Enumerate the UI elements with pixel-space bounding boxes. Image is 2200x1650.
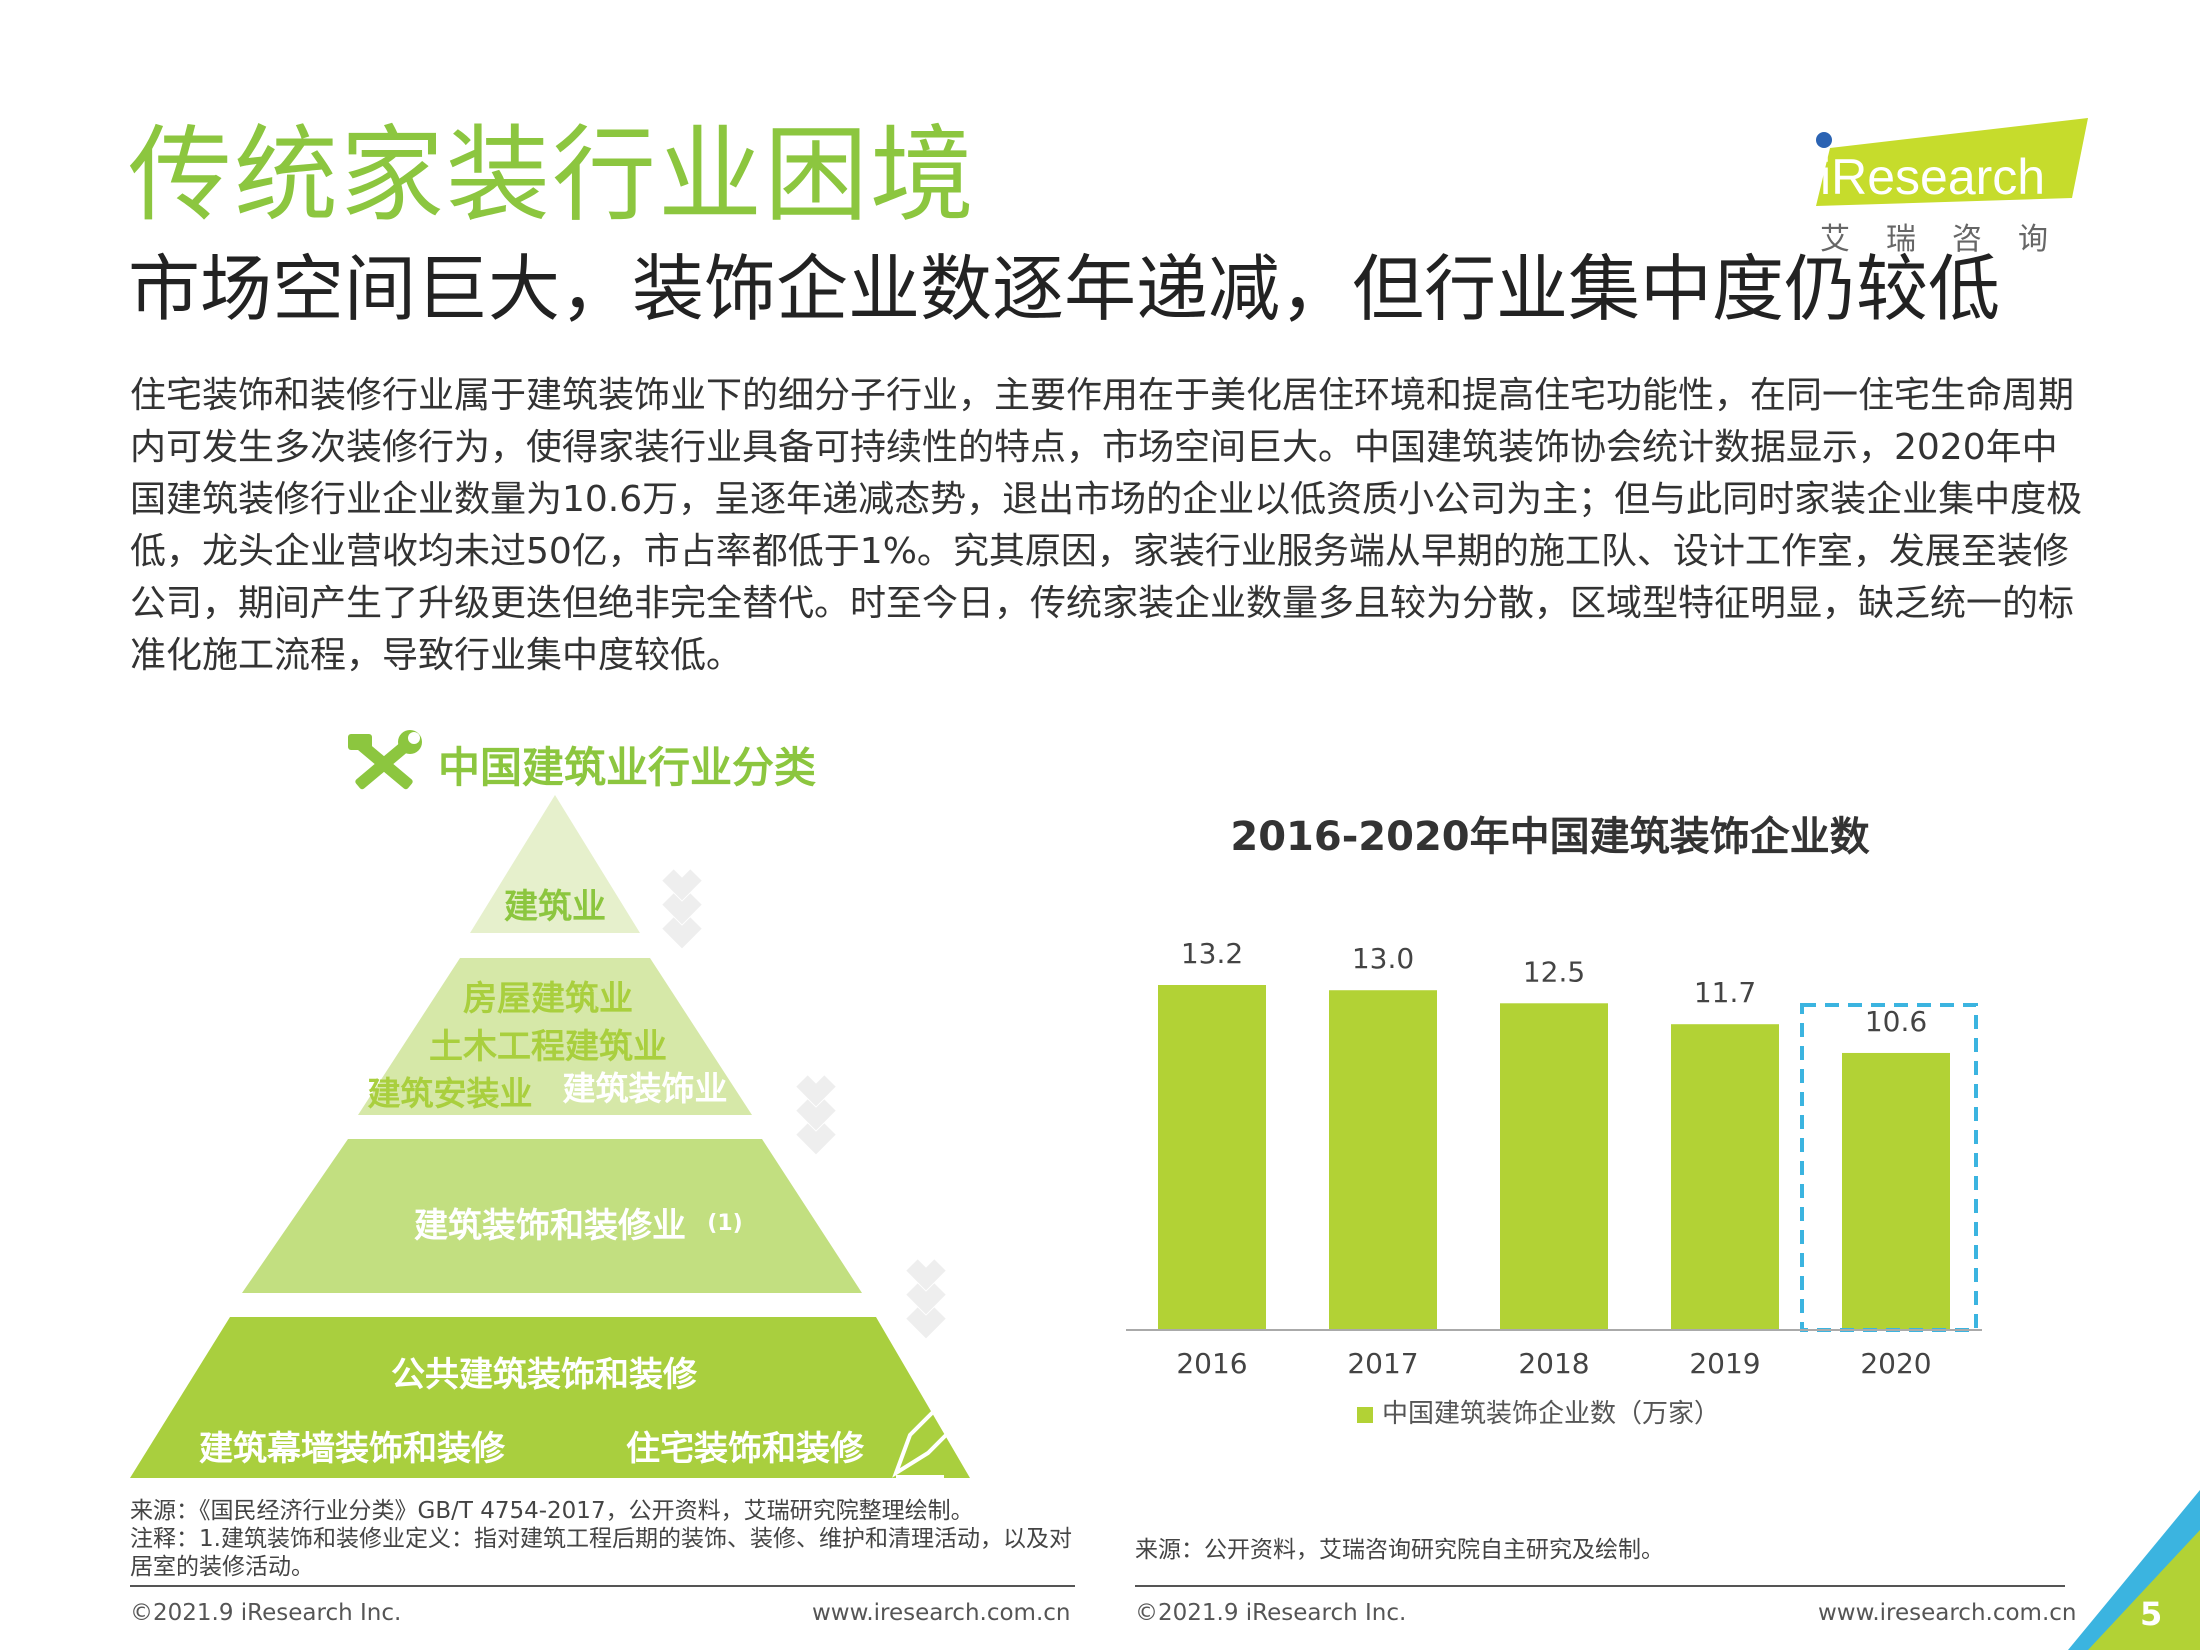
x-tick-2016: 2016 [1176,1347,1247,1380]
legend-swatch [1357,1407,1373,1423]
level2-line2: 土木工程建筑业 [429,1027,667,1067]
level2-line1: 房屋建筑业 [463,979,633,1019]
pyramid-level-3 [242,1139,862,1293]
bars-layer: 13.2 2016 13.0 2017 12.5 2018 11.7 2019 10.6 2020 [1158,937,1978,1380]
pyramid-title: 中国建筑业行业分类 [438,743,817,792]
pyramid-level-2 [358,958,752,1115]
footer-divider-left [130,1585,1075,1587]
footer-copyright-left: ©2021.9 iResearch Inc. [130,1600,402,1626]
right-source: 来源：公开资料，艾瑞咨询研究院自主研究及绘制。 [1135,1537,1664,1563]
value-label-2020: 10.6 [1865,1005,1927,1038]
legend: 中国建筑装饰企业数（万家） [1357,1399,1720,1429]
level4-right: 住宅装饰和装修 [626,1429,865,1469]
tools-icon [348,730,422,790]
level3-label: 建筑装饰和装修业 [414,1206,686,1246]
level4-left: 建筑幕墙装饰和装修 [199,1429,506,1469]
enterprise-bar-chart: 2016-2020年中国建筑装饰企业数 13.2 2016 13.0 2017 12.5… [1126,815,1982,1429]
footer-url-right[interactable]: www.iresearch.com.cn [1818,1600,2077,1626]
pyramid-level-1 [470,795,640,933]
x-tick-2020: 2020 [1860,1347,1931,1380]
value-label-2019: 11.7 [1694,976,1756,1009]
value-label-2016: 13.2 [1181,937,1243,970]
x-tick-2017: 2017 [1347,1347,1418,1380]
level4-top: 公共建筑装饰和装修 [391,1355,698,1395]
pencil-icon [892,1396,967,1479]
footer-divider-right [1135,1585,2065,1587]
chevron-down-icon [662,869,946,1339]
level2-right: 建筑装饰业 [563,1069,728,1108]
x-tick-2019: 2019 [1689,1347,1760,1380]
bar-2017 [1329,990,1437,1330]
level2-left: 建筑安装业 [368,1074,533,1113]
industry-pyramid: 建筑业 房屋建筑业 土木工程建筑业 建筑安装业 建筑装饰业 建筑装饰和装修业 (… [130,795,970,1479]
legend-label: 中国建筑装饰企业数（万家） [1382,1399,1720,1429]
value-label-2018: 12.5 [1523,955,1585,988]
left-source: 来源：《国民经济行业分类》GB/T 4754-2017，公开资料，艾瑞研究院整理… [130,1498,974,1524]
bar-2018 [1500,1003,1608,1330]
footer-url-left[interactable]: www.iresearch.com.cn [812,1600,1071,1626]
bar-2019 [1671,1024,1779,1330]
intro-paragraph: 住宅装饰和装修行业属于建筑装饰业下的细分子行业，主要作用在于美化居住环境和提高住… [130,375,2083,676]
chart-title: 2016-2020年中国建筑装饰企业数 [1230,815,1869,860]
page-subtitle: 市场空间巨大，装饰企业数逐年递减，但行业集中度仍较低 [128,247,2001,331]
bar-2020 [1842,1052,1950,1330]
iresearch-logo: iResearch [1816,118,2088,206]
page-title: 传统家装行业困境 [128,114,977,236]
value-label-2017: 13.0 [1352,942,1414,975]
pyramid-level-4 [130,1317,970,1478]
bar-2016 [1158,985,1266,1330]
logo-cn-text: 艾瑞咨询 [1820,222,2084,257]
page-number: 5 [2140,1595,2163,1633]
footer-copyright-right: ©2021.9 iResearch Inc. [1135,1600,1407,1626]
logo-brand: iResearch [1820,149,2045,205]
left-note: 注释：1.建筑装饰和装修业定义：指对建筑工程后期的装饰、装修、维护和清理活动，以… [130,1526,1072,1580]
level1-label: 建筑业 [504,887,606,927]
x-tick-2018: 2018 [1518,1347,1589,1380]
level3-note: (1) [707,1211,742,1236]
corner-decoration [2068,1490,2200,1650]
